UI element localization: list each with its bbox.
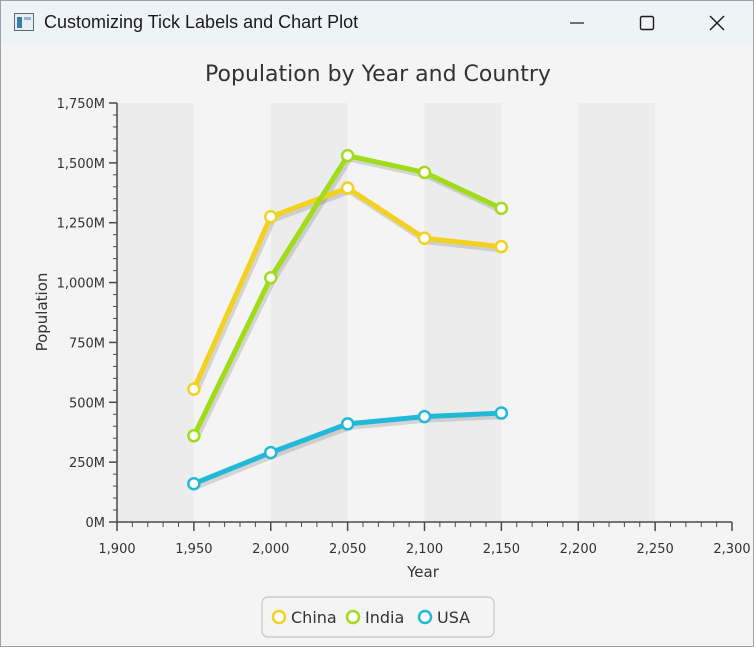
legend-label-india: India <box>365 608 404 627</box>
chart-area: Population by Year and Country 0M 250M 500… <box>1 45 753 646</box>
x-tick-label: 1,900 <box>98 542 135 557</box>
x-tick-label: 2,000 <box>252 542 289 557</box>
x-tick-label: 2,200 <box>560 542 597 557</box>
title-bar[interactable]: Customizing Tick Labels and Chart Plot <box>1 1 753 45</box>
data-point-usa <box>417 409 432 424</box>
close-icon <box>709 15 725 31</box>
y-tick-label: 1,250M <box>57 217 105 232</box>
x-tick-label: 2,300 <box>713 542 750 557</box>
data-point-usa <box>187 476 201 491</box>
x-tick-label: 2,100 <box>406 542 443 557</box>
x-tick-label: 1,950 <box>175 542 212 557</box>
minimize-icon <box>570 22 584 24</box>
legend-marker-usa <box>417 609 433 625</box>
minimize-button[interactable] <box>547 1 607 45</box>
legend-label-usa: USA <box>437 608 470 627</box>
x-tick-label: 2,050 <box>329 542 366 557</box>
line-chart: Population by Year and Country 0M 250M 500… <box>33 62 751 638</box>
data-point-usa <box>340 417 355 431</box>
legend-item-usa: USA <box>417 608 470 627</box>
series-layer <box>187 148 509 491</box>
x-tick-label: 2,250 <box>637 542 674 557</box>
chart-title: Population by Year and Country <box>205 62 551 87</box>
data-point-india <box>340 148 355 163</box>
maximize-icon <box>639 15 655 31</box>
x-tick-label: 2,150 <box>483 542 520 557</box>
data-point-china <box>417 231 432 246</box>
data-point-china <box>494 239 509 254</box>
data-point-india <box>187 429 201 443</box>
legend: China India USA <box>261 596 495 638</box>
maximize-button[interactable] <box>617 1 677 45</box>
y-tick-label: 500M <box>69 396 105 411</box>
y-axis: 0M 250M 500M 750M 1,000M 1,250M 1,500M 1,750M <box>57 97 118 531</box>
legend-label-china: China <box>291 608 337 627</box>
y-tick-label: 1,000M <box>57 277 105 292</box>
data-point-india <box>494 201 509 216</box>
x-axis: 1,900 1,950 2,000 2,050 2,100 2,150 2,200 2,250… <box>98 521 751 557</box>
legend-marker-china <box>271 609 287 625</box>
x-axis-label: Year <box>406 563 440 581</box>
y-tick-label: 1,750M <box>57 97 105 112</box>
legend-marker-india <box>345 609 361 625</box>
close-button[interactable] <box>687 1 747 45</box>
data-point-china <box>264 209 278 224</box>
grid-band <box>117 103 194 522</box>
y-tick-label: 750M <box>69 336 105 351</box>
data-point-china <box>340 181 355 195</box>
legend-item-india: India <box>345 608 404 627</box>
y-tick-label: 1,500M <box>57 157 105 172</box>
data-point-china <box>187 382 201 396</box>
data-point-usa <box>264 445 278 460</box>
y-tick-label: 0M <box>86 516 106 531</box>
grid-band <box>578 103 656 522</box>
legend-box <box>261 596 495 638</box>
grid-band <box>270 103 348 522</box>
java-app-icon <box>14 13 34 31</box>
legend-item-china: China <box>271 608 337 627</box>
grid-band <box>424 103 502 522</box>
y-axis-label: Population <box>33 273 51 352</box>
data-point-india <box>264 271 278 285</box>
data-point-india <box>417 165 432 180</box>
window-title: Customizing Tick Labels and Chart Plot <box>44 12 359 32</box>
data-point-usa <box>494 406 509 420</box>
plot-background <box>117 103 732 522</box>
y-tick-label: 250M <box>69 456 105 471</box>
